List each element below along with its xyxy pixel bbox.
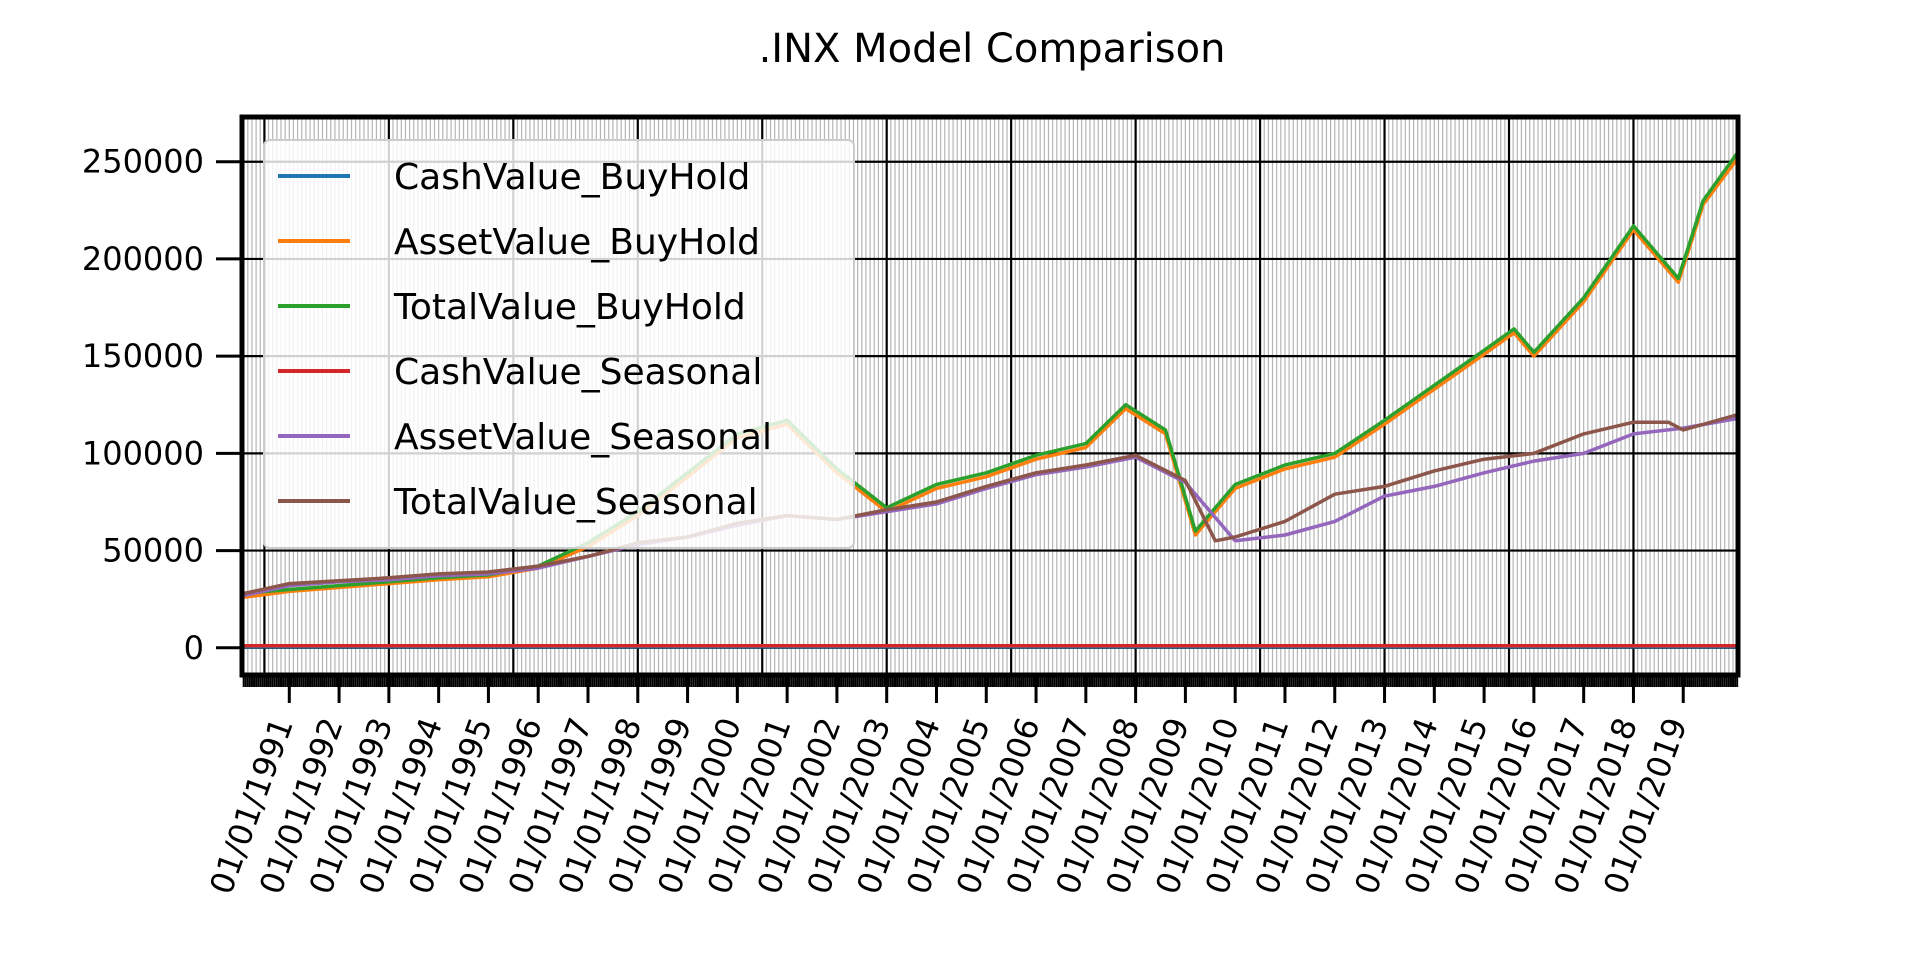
legend-label: TotalValue_Seasonal xyxy=(393,482,758,523)
y-tick-label: 250000 xyxy=(82,143,204,181)
y-tick-label: 150000 xyxy=(82,337,204,375)
y-tick-label: 100000 xyxy=(82,434,204,472)
y-tick-label: 50000 xyxy=(102,532,204,570)
y-tick-label: 200000 xyxy=(82,240,204,278)
chart-title: .INX Model Comparison xyxy=(759,26,1226,72)
y-tick-label: 0 xyxy=(184,629,204,667)
series-line-TotalValue_Seasonal xyxy=(244,412,1739,596)
series-layer xyxy=(244,150,1740,649)
legend-box xyxy=(263,139,855,549)
legend-label: AssetValue_Seasonal xyxy=(394,417,772,458)
series-line-AssetValue_Seasonal xyxy=(244,416,1739,598)
legend: CashValue_BuyHold AssetValue_BuyHold Total… xyxy=(263,139,855,549)
legend-label: AssetValue_BuyHold xyxy=(394,222,760,263)
legend-label: TotalValue_BuyHold xyxy=(393,287,746,328)
legend-label: CashValue_Seasonal xyxy=(394,352,762,393)
legend-label: CashValue_BuyHold xyxy=(394,157,750,198)
